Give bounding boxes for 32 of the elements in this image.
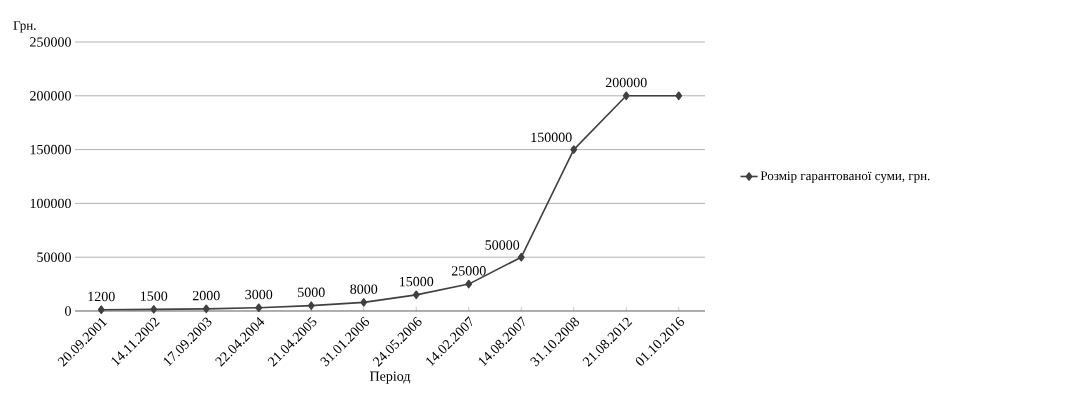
data-label: 1500	[140, 291, 168, 301]
point	[360, 298, 368, 307]
x-axis-title: Період	[369, 371, 411, 384]
data-label: 150000	[531, 132, 572, 143]
data-label: 2000	[192, 290, 220, 301]
y-tick-label: 200000	[30, 91, 71, 101]
y-tick-label: 250000	[30, 37, 71, 47]
y-tick-label: 150000	[30, 144, 71, 155]
point	[622, 91, 630, 101]
point	[412, 290, 420, 300]
data-label: 8000	[350, 284, 378, 294]
point	[570, 145, 578, 154]
y-axis-title: Грн.	[13, 21, 36, 33]
point	[675, 91, 683, 101]
data-label: 5000	[298, 287, 325, 298]
point	[255, 303, 263, 313]
legend-label: Розмір гарантованої суми, грн.	[760, 171, 930, 183]
point	[465, 279, 473, 289]
point	[202, 304, 210, 314]
data-label: 3000	[245, 289, 273, 300]
point	[307, 301, 315, 310]
point	[97, 305, 105, 314]
data-label: 200000	[605, 77, 647, 88]
y-tick-label: 100000	[30, 198, 71, 209]
point	[150, 305, 158, 314]
data-label: 25000	[451, 266, 486, 276]
data-label: 1200	[88, 291, 115, 302]
point	[517, 252, 525, 262]
y-tick-label: 0	[65, 306, 71, 316]
data-label: 50000	[485, 240, 520, 250]
data-label: 15000	[399, 276, 434, 287]
y-tick-label: 50000	[37, 252, 71, 262]
